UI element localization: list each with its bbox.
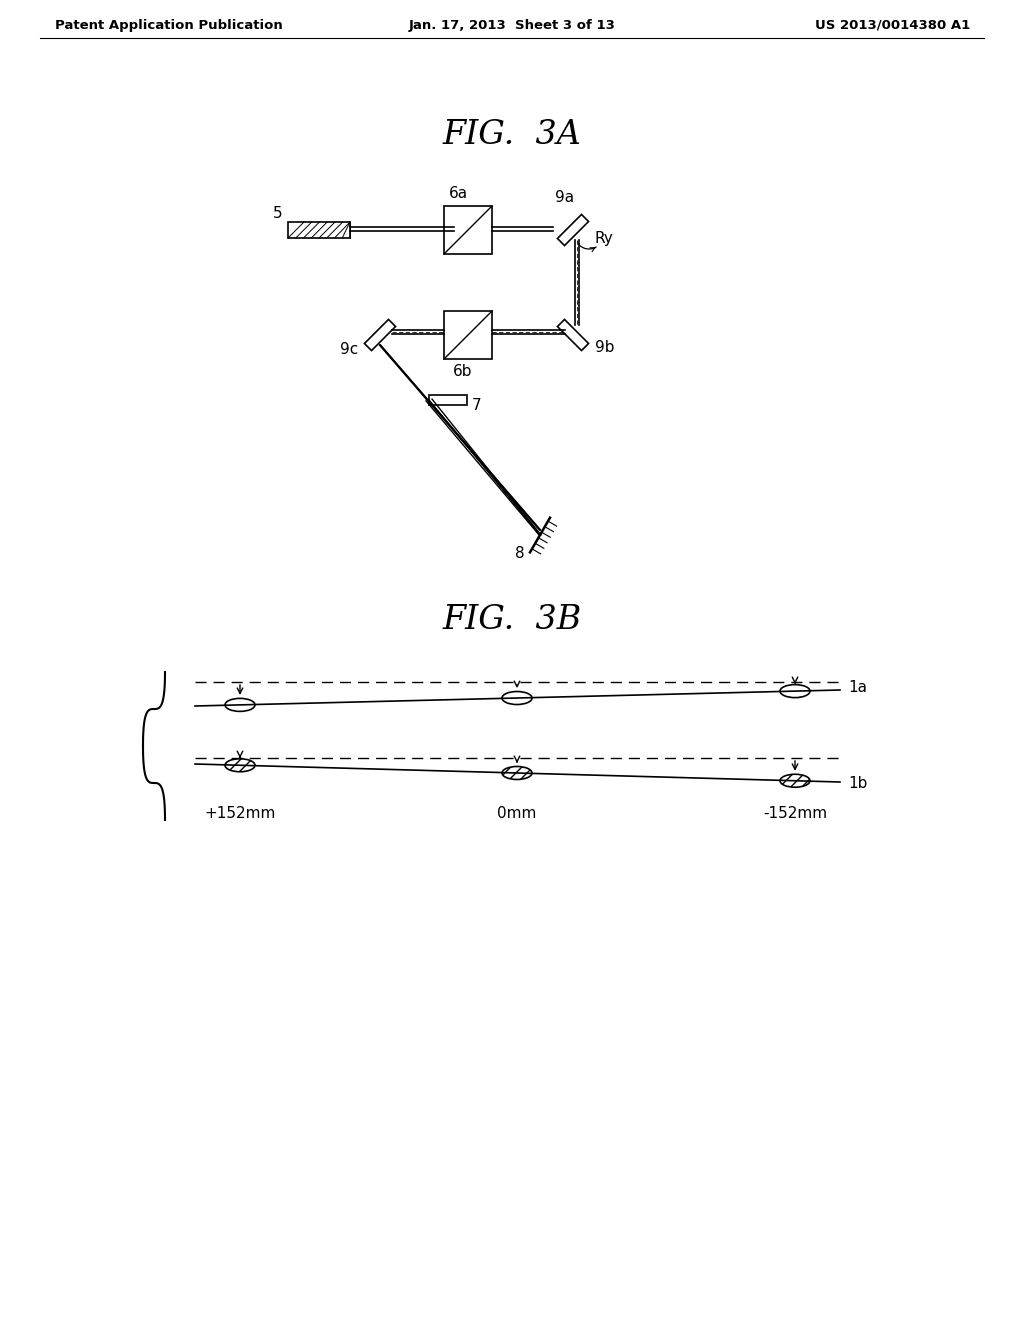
Text: 9b: 9b [595,339,614,355]
Ellipse shape [502,692,532,705]
Bar [444,312,492,359]
Text: 6a: 6a [449,186,468,202]
Ellipse shape [502,767,532,780]
Polygon shape [557,214,589,246]
Ellipse shape [780,685,810,697]
Polygon shape [365,319,395,351]
Ellipse shape [780,775,810,787]
Text: FIG.  3A: FIG. 3A [442,119,582,150]
Text: 1a: 1a [848,681,867,696]
Text: 1b: 1b [848,776,867,792]
Text: Ry: Ry [595,231,613,246]
Text: -152mm: -152mm [763,805,827,821]
Bar [444,206,492,253]
Text: US 2013/0014380 A1: US 2013/0014380 A1 [815,18,970,32]
Text: Jan. 17, 2013  Sheet 3 of 13: Jan. 17, 2013 Sheet 3 of 13 [409,18,615,32]
Text: 9a: 9a [555,190,574,206]
Text: FIG.  3B: FIG. 3B [442,605,582,636]
Text: 6b: 6b [454,363,473,379]
Text: 7: 7 [472,399,481,413]
Text: 8: 8 [515,545,525,561]
Bar [429,395,467,405]
Text: 0mm: 0mm [498,805,537,821]
Text: 5: 5 [273,206,283,222]
Text: Patent Application Publication: Patent Application Publication [55,18,283,32]
Polygon shape [557,319,589,351]
Ellipse shape [225,698,255,711]
Bar [288,222,350,238]
Text: +152mm: +152mm [205,805,275,821]
Text: 9c: 9c [340,342,358,358]
Ellipse shape [225,759,255,772]
